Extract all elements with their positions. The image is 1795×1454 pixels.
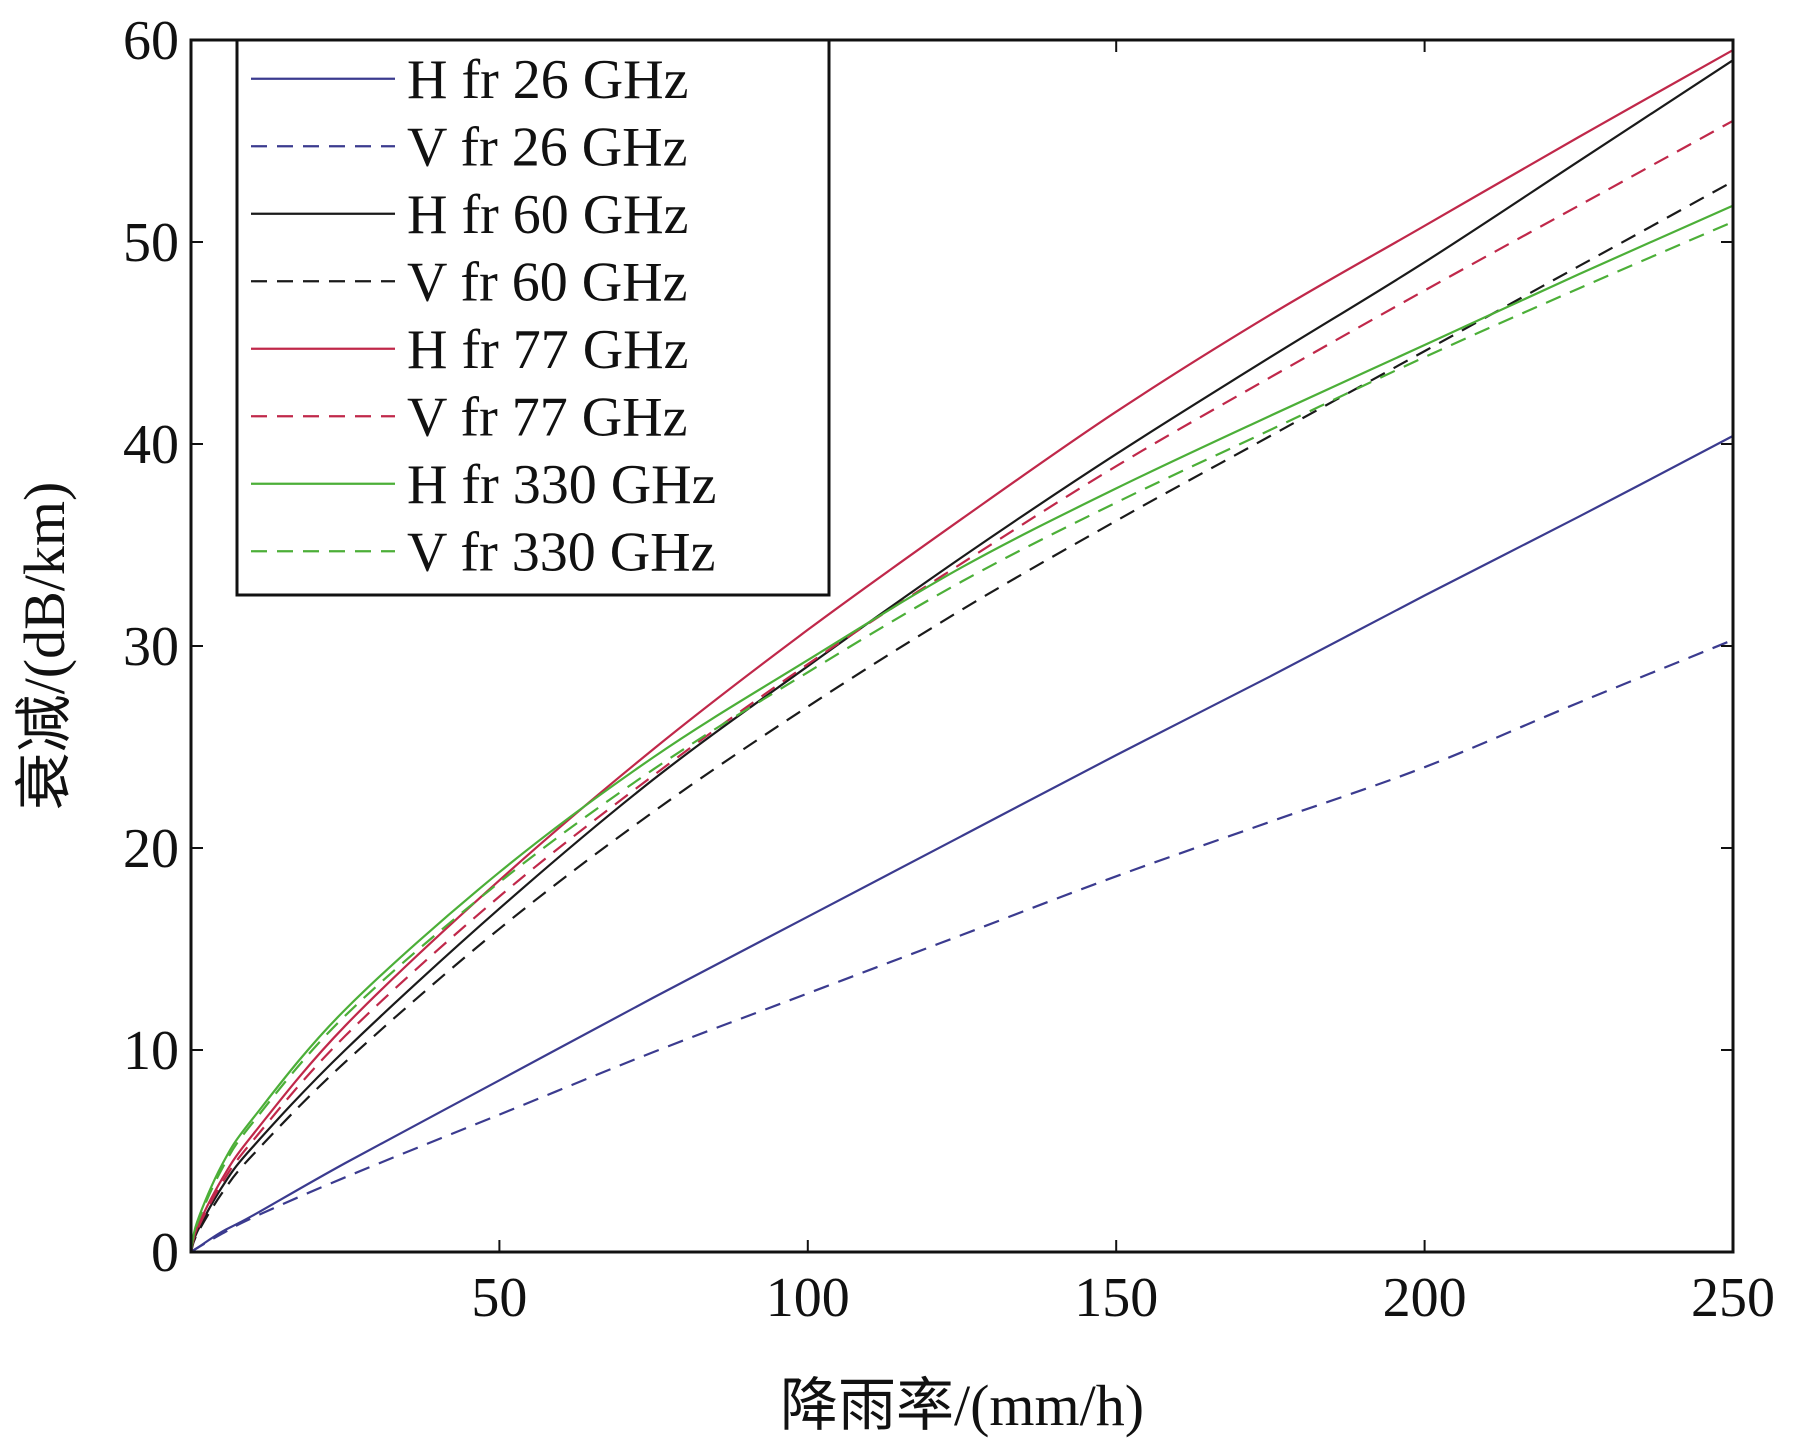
x-axis-title: 降雨率/(mm/h) [780,1373,1144,1438]
x-tick-label: 50 [471,1267,527,1329]
series-line-7 [189,220,1734,1253]
series-layer [189,49,1734,1253]
series-line-1 [190,638,1734,1253]
series-line-5 [189,119,1734,1253]
legend-label: H fr 330 GHz [407,454,716,516]
y-tick-label: 10 [123,1020,179,1082]
series-line-6 [189,204,1734,1253]
y-axis-title: 衰减/(dB/km) [12,482,77,811]
series-line-2 [189,59,1734,1253]
legend-box [235,38,831,597]
legend-label: V fr 26 GHz [407,116,687,178]
legend-label: V fr 330 GHz [407,521,715,583]
series-line-4 [189,49,1734,1253]
y-tick-label: 0 [151,1222,179,1284]
series-line-0 [190,434,1734,1253]
series-line-3 [189,180,1734,1253]
legend-label: V fr 60 GHz [407,251,687,313]
x-tick-label: 100 [766,1267,850,1329]
y-tick-label: 40 [123,414,179,476]
y-tick-label: 60 [123,10,179,72]
x-tick-label: 200 [1383,1267,1467,1329]
legend-label: H fr 26 GHz [407,49,688,111]
legend-label: H fr 77 GHz [407,319,688,381]
y-tick-label: 50 [123,212,179,274]
ticks-layer: 50 100 150 200 250 0 10 20 30 40 50 60 [123,10,1775,1329]
y-tick-label: 30 [123,616,179,678]
x-tick-label: 150 [1074,1267,1158,1329]
x-tick-label: 250 [1691,1267,1775,1329]
y-tick-label: 20 [123,818,179,880]
legend-label: H fr 60 GHz [407,184,688,246]
legend-label: V fr 77 GHz [407,386,687,448]
